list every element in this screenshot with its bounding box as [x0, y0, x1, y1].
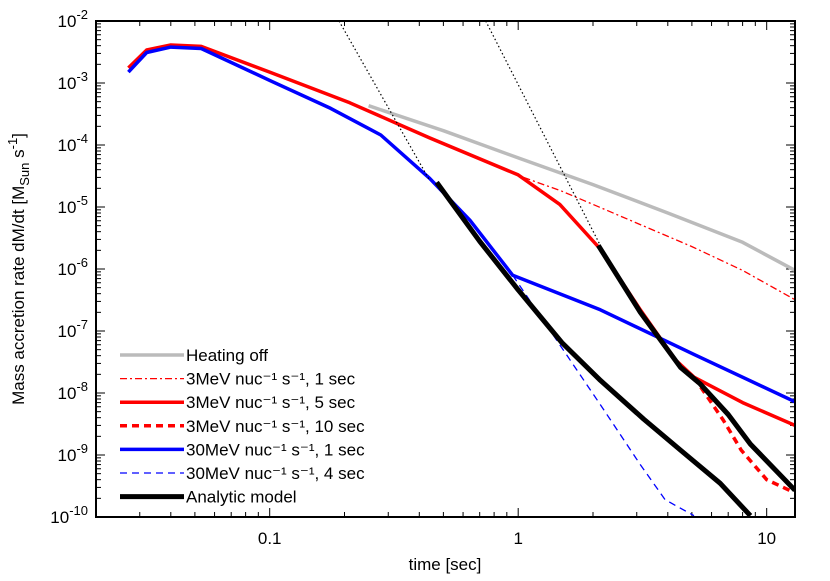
y-tick-label: 10-3 [58, 69, 88, 93]
series-line-1 [523, 176, 795, 301]
x-tick-label: 10 [757, 529, 776, 548]
legend: Heating off 3MeV nuc⁻¹ s⁻¹, 1 sec 3MeV nuc… [120, 346, 365, 507]
y-tick-label: 10-6 [58, 255, 88, 279]
legend-label: Analytic model [186, 488, 297, 507]
legend-label: 30MeV nuc⁻¹ s⁻¹, 4 sec [186, 464, 365, 483]
y-tick-label: 10-7 [58, 317, 88, 341]
y-axis-title: Mass accretion rate dM/dt [MSun s-1] [5, 133, 32, 405]
series-group [127, 21, 795, 517]
series-line-3 [692, 376, 793, 493]
legend-label: 30MeV nuc⁻¹ s⁻¹, 1 sec [186, 440, 365, 459]
y-tick-label: 10-2 [58, 7, 88, 31]
series-line-4 [127, 45, 795, 404]
legend-label: Heating off [186, 346, 268, 365]
y-tick-label: 10-8 [58, 379, 88, 403]
legend-label: 3MeV nuc⁻¹ s⁻¹, 1 sec [186, 370, 356, 389]
axis-ticks: 0.1 1 10 10-2 10-3 10-4 10-5 10-6 10-7 10-8 10-9 10… [50, 7, 795, 548]
legend-label: 3MeV nuc⁻¹ s⁻¹, 10 sec [186, 417, 365, 436]
series-line-2 [127, 43, 795, 428]
series-line-6 [434, 180, 753, 517]
plot-frame [95, 20, 796, 518]
series-line-7 [596, 244, 795, 493]
series-line-5 [512, 274, 695, 517]
x-tick-label: 0.1 [258, 529, 282, 548]
x-axis-title: time [sec] [409, 555, 482, 574]
y-tick-label: 10-4 [58, 131, 88, 155]
series-line-9 [485, 21, 601, 246]
y-tick-label: 10-10 [50, 503, 88, 527]
x-tick-label: 1 [513, 529, 522, 548]
series-line-8 [338, 21, 431, 181]
legend-label: 3MeV nuc⁻¹ s⁻¹, 5 sec [186, 393, 356, 412]
series-line-0 [368, 104, 795, 272]
y-tick-label: 10-5 [58, 193, 88, 217]
y-tick-label: 10-9 [58, 441, 88, 465]
